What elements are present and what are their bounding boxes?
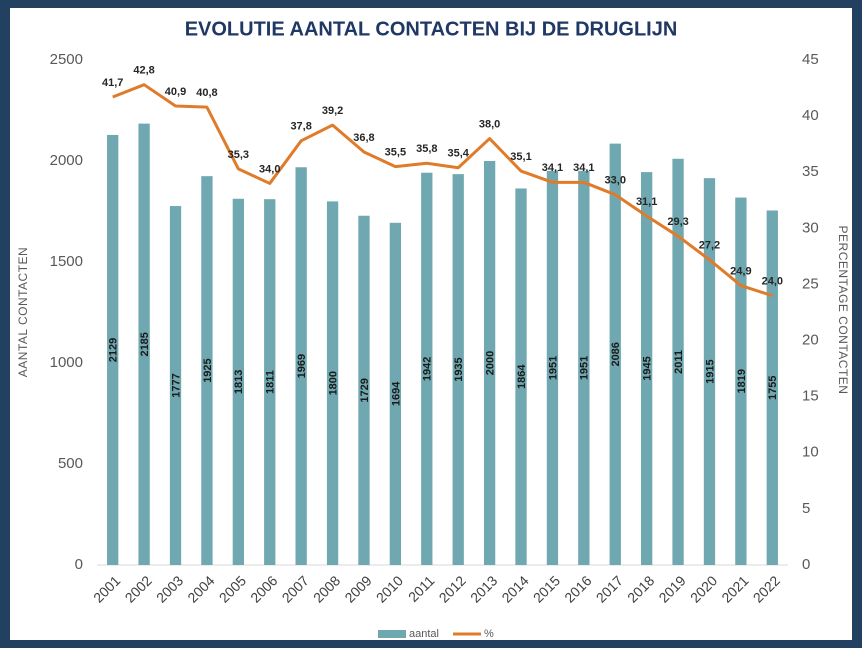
y-tick-label: 500 bbox=[58, 455, 83, 472]
bar-value-label: 1915 bbox=[704, 359, 716, 383]
legend-label: aantal bbox=[409, 628, 439, 640]
bar-value-label: 2086 bbox=[610, 342, 622, 366]
bar bbox=[672, 158, 684, 565]
y-tick-label: 0 bbox=[75, 556, 83, 573]
line-value-label: 40,8 bbox=[196, 87, 217, 99]
bar bbox=[421, 172, 433, 565]
line-value-label: 42,8 bbox=[133, 65, 154, 77]
y2-tick-label: 5 bbox=[802, 500, 810, 517]
bar-value-label: 1813 bbox=[233, 370, 245, 394]
bar-value-label: 1800 bbox=[327, 371, 339, 395]
bar-value-label: 1819 bbox=[736, 369, 748, 393]
bar-value-label: 2129 bbox=[108, 338, 120, 362]
bar bbox=[483, 161, 496, 565]
y2-tick-label: 40 bbox=[802, 107, 819, 124]
bar bbox=[389, 222, 402, 565]
line-value-label: 35,4 bbox=[447, 148, 469, 160]
bar bbox=[107, 134, 119, 565]
y-tick-label: 2000 bbox=[50, 152, 83, 169]
bar-value-label: 1951 bbox=[579, 356, 591, 380]
bar-value-label: 1935 bbox=[453, 357, 465, 381]
line-value-label: 41,7 bbox=[102, 77, 123, 89]
line-value-label: 35,5 bbox=[385, 147, 406, 159]
line-value-label: 39,2 bbox=[322, 105, 343, 117]
y2-tick-label: 45 bbox=[802, 51, 819, 68]
line-value-label: 34,0 bbox=[259, 163, 280, 175]
bar bbox=[515, 188, 527, 566]
y-tick-label: 1000 bbox=[50, 354, 83, 371]
y-axis-title: AANTAL CONTACTEN bbox=[16, 247, 30, 377]
line-value-label: 37,8 bbox=[290, 121, 311, 133]
bar-value-label: 1942 bbox=[422, 357, 434, 381]
bar-value-label: 2185 bbox=[139, 332, 151, 356]
bar bbox=[232, 198, 244, 566]
y2-tick-label: 20 bbox=[802, 332, 819, 349]
bar bbox=[609, 143, 621, 566]
bar bbox=[735, 197, 747, 565]
line-value-label: 35,3 bbox=[228, 149, 249, 161]
y2-axis-title: PERCENTAGE CONTACTEN bbox=[836, 226, 850, 395]
bar-value-label: 1755 bbox=[767, 376, 779, 400]
bar-value-label: 1864 bbox=[516, 364, 528, 389]
bar bbox=[326, 201, 339, 565]
line-value-label: 27,2 bbox=[699, 240, 720, 252]
bar-value-label: 2011 bbox=[673, 350, 685, 374]
bar-value-label: 1969 bbox=[296, 354, 308, 378]
bar-value-label: 1811 bbox=[265, 370, 277, 394]
line-value-label: 29,3 bbox=[667, 216, 688, 228]
y-tick-label: 2500 bbox=[50, 51, 83, 68]
bar-value-label: 1951 bbox=[547, 356, 559, 380]
bar bbox=[452, 174, 464, 565]
bar-value-label: 1777 bbox=[170, 373, 182, 397]
y2-tick-label: 0 bbox=[802, 556, 810, 573]
bar-value-label: 1925 bbox=[202, 358, 214, 382]
bar bbox=[546, 170, 559, 565]
line-value-label: 24,0 bbox=[762, 276, 783, 288]
bar bbox=[295, 167, 307, 565]
bar bbox=[138, 123, 150, 565]
bar bbox=[578, 170, 590, 565]
line-value-label: 34,1 bbox=[542, 162, 563, 174]
bar-value-label: 1945 bbox=[642, 356, 654, 380]
line-value-label: 24,9 bbox=[730, 265, 751, 277]
line-value-label: 38,0 bbox=[479, 118, 500, 130]
y2-tick-label: 35 bbox=[802, 163, 819, 180]
bar bbox=[358, 215, 370, 565]
line-value-label: 31,1 bbox=[636, 196, 657, 208]
y2-tick-label: 15 bbox=[802, 388, 819, 405]
y2-tick-label: 25 bbox=[802, 275, 819, 292]
line-value-label: 34,1 bbox=[573, 162, 594, 174]
bar bbox=[703, 178, 716, 566]
line bbox=[112, 83, 773, 298]
line-value-label: 36,8 bbox=[353, 132, 374, 144]
y-tick-label: 1500 bbox=[50, 253, 83, 270]
bar bbox=[264, 199, 276, 566]
bar bbox=[641, 172, 653, 566]
bar bbox=[169, 206, 182, 565]
legend-swatch bbox=[378, 630, 406, 638]
legend-label: % bbox=[484, 628, 494, 640]
y2-tick-label: 10 bbox=[802, 444, 819, 461]
line-value-label: 40,9 bbox=[165, 86, 186, 98]
bar bbox=[201, 176, 213, 565]
bar-value-label: 2000 bbox=[485, 351, 497, 375]
y2-tick-label: 30 bbox=[802, 219, 819, 236]
bar-value-label: 1694 bbox=[390, 381, 402, 406]
bar-value-label: 1729 bbox=[359, 378, 371, 402]
line-value-label: 33,0 bbox=[605, 175, 626, 187]
line-value-label: 35,8 bbox=[416, 143, 437, 155]
bar bbox=[766, 210, 778, 566]
chart-title: EVOLUTIE AANTAL CONTACTEN BIJ DE DRUGLIJ… bbox=[185, 18, 678, 40]
line-value-label: 35,1 bbox=[510, 151, 531, 163]
